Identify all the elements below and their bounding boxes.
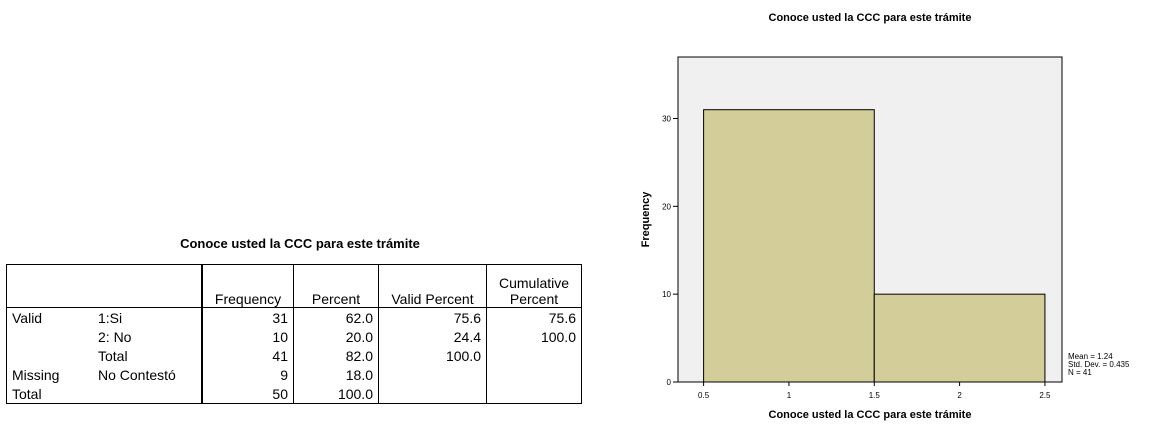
table-header-row: Frequency Percent Valid Percent Cumulati… [6, 264, 582, 308]
row-valid-percent [378, 365, 487, 384]
x-tick-label: 1.5 [869, 391, 881, 400]
x-tick-label: 0.5 [698, 391, 710, 400]
stats-line: Mean = 1.24 [1068, 352, 1113, 361]
stats-line: N = 41 [1068, 368, 1092, 377]
header-category [93, 264, 202, 308]
row-cumulative-percent [486, 365, 582, 384]
x-tick-label: 2.5 [1039, 391, 1051, 400]
y-tick-label: 20 [662, 202, 671, 211]
header-frequency: Frequency [201, 264, 294, 308]
row-cumulative-percent: 100.0 [486, 327, 582, 346]
row-frequency: 10 [201, 327, 294, 346]
row-group: Valid [6, 307, 93, 327]
histogram-bar [703, 109, 875, 383]
row-frequency: 31 [201, 307, 294, 327]
table-row: Total 50 100.0 [6, 384, 582, 404]
histogram-bar [873, 293, 1046, 383]
row-label [93, 384, 202, 404]
table-title: Conoce usted la CCC para este trámite [180, 236, 420, 251]
table-row: Missing No Contestó 9 18.0 [6, 365, 582, 384]
row-group [6, 327, 93, 346]
row-cumulative-percent [486, 346, 582, 365]
header-cumulative-percent: Cumulative Percent [486, 264, 582, 308]
row-valid-percent [378, 384, 487, 404]
table-row: Valid 1:Si 31 62.0 75.6 75.6 [6, 307, 582, 327]
row-percent: 20.0 [293, 327, 379, 346]
row-percent: 62.0 [293, 307, 379, 327]
row-frequency: 50 [201, 384, 294, 404]
row-percent: 100.0 [293, 384, 379, 404]
row-cumulative-percent: 75.6 [486, 307, 582, 327]
header-cumulative-line1: Cumulative [498, 275, 570, 291]
row-group: Missing [6, 365, 93, 384]
x-tick-label: 2 [957, 391, 962, 400]
row-frequency: 9 [201, 365, 294, 384]
row-percent: 82.0 [293, 346, 379, 365]
row-label: 1:Si [98, 309, 123, 326]
y-tick-label: 0 [667, 378, 672, 387]
table-row: 2: No 10 20.0 24.4 100.0 [6, 327, 582, 346]
chart-title: Conoce usted la CCC para este trámite [769, 12, 972, 24]
header-valid-percent: Valid Percent [378, 264, 487, 308]
stats-line: Std. Dev. = 0.435 [1068, 360, 1130, 369]
row-group: Total [6, 384, 93, 404]
header-cumulative-line2: Percent [509, 291, 559, 307]
row-group [6, 346, 93, 365]
row-cumulative-percent [486, 384, 582, 404]
row-frequency: 41 [201, 346, 294, 365]
histogram-chart: Conoce usted la CCC para este trámite010… [640, 12, 1130, 421]
y-axis-label: Frequency [640, 191, 652, 248]
row-valid-percent: 75.6 [378, 307, 487, 327]
header-group [6, 264, 93, 308]
table-row: Total 41 82.0 100.0 [6, 346, 582, 365]
row-label: No Contestó [98, 366, 176, 383]
row-valid-percent: 100.0 [378, 346, 487, 365]
row-label: Total [98, 347, 128, 364]
row-valid-percent: 24.4 [378, 327, 487, 346]
header-percent: Percent [293, 264, 379, 308]
row-label: 2: No [98, 328, 132, 345]
row-percent: 18.0 [293, 365, 379, 384]
frequency-table: Frequency Percent Valid Percent Cumulati… [6, 264, 582, 404]
y-tick-label: 30 [662, 114, 671, 123]
x-axis-label: Conoce usted la CCC para este trámite [769, 409, 972, 421]
y-tick-label: 10 [662, 290, 671, 299]
x-tick-label: 1 [787, 391, 792, 400]
